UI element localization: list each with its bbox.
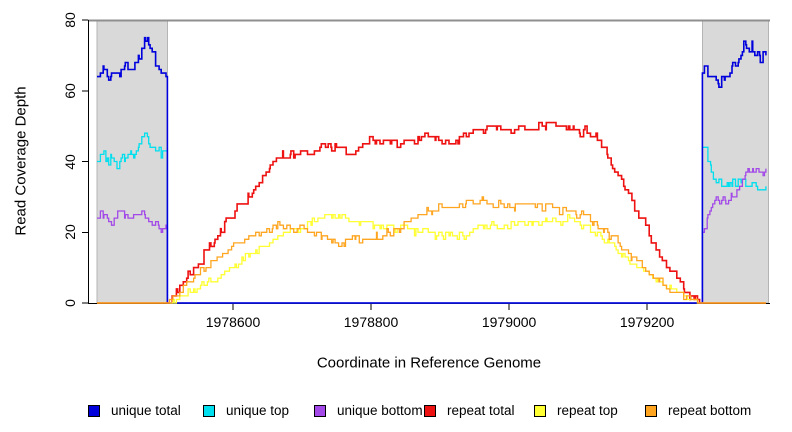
shaded-region [701,19,770,304]
series-repeat-top [97,213,766,304]
series-repeat-total [97,121,766,304]
series-unique-top [97,132,767,304]
series-repeat-bottom [97,196,766,304]
series-unique-total [97,36,767,304]
series-unique-bottom [97,167,767,304]
